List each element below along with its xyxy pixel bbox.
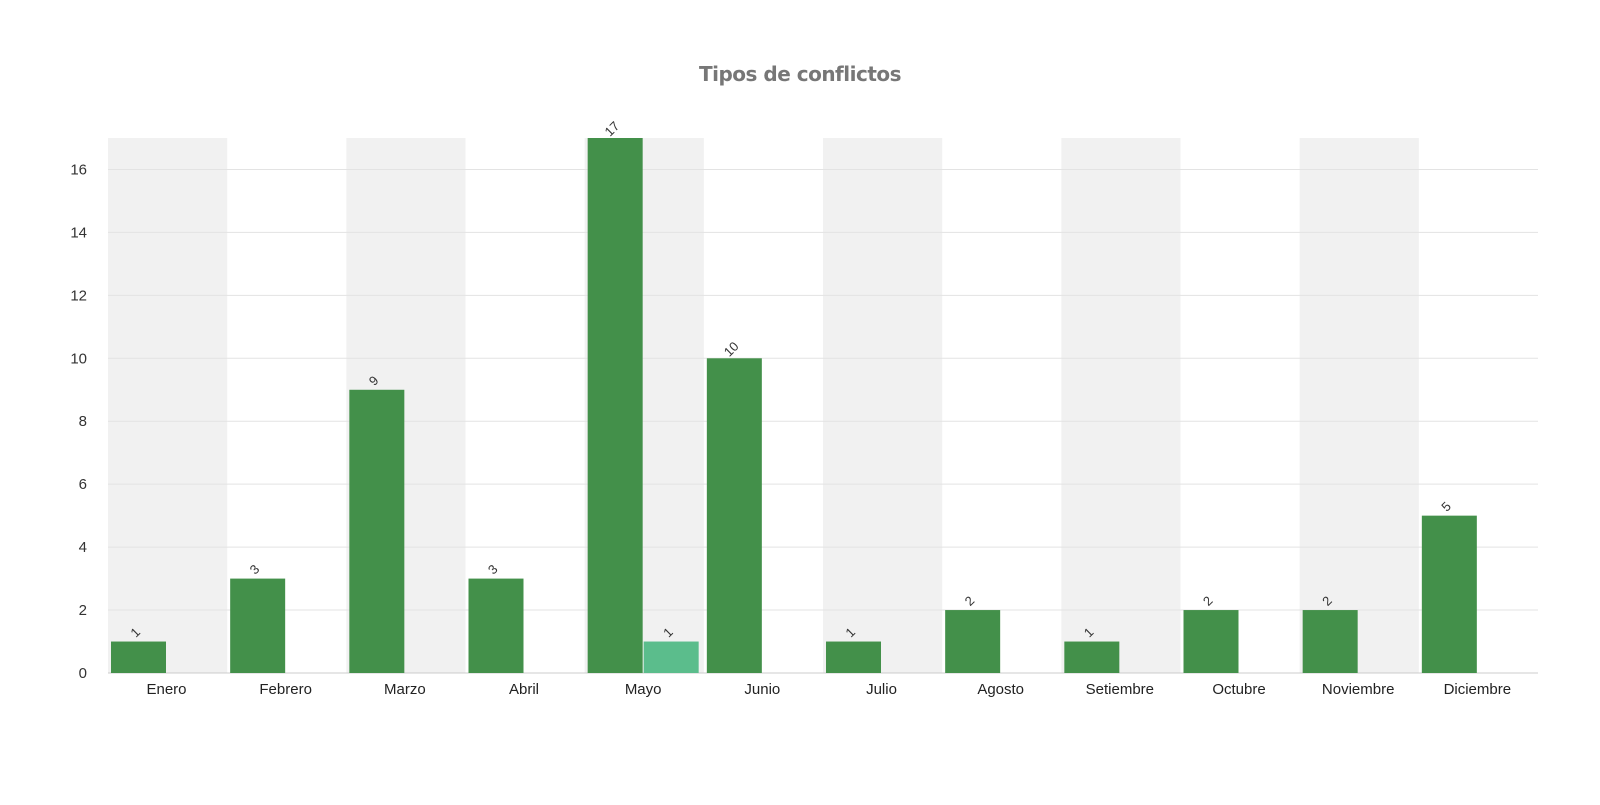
y-tick-label: 8 (79, 413, 87, 430)
bar[interactable] (468, 578, 524, 673)
bar[interactable] (706, 358, 762, 673)
bars (111, 138, 1477, 673)
category-band (1061, 138, 1181, 673)
x-tick-label: Mayo (625, 681, 662, 698)
y-tick-label: 14 (70, 224, 87, 241)
x-tick-label: Agosto (977, 681, 1024, 698)
bar[interactable] (643, 641, 699, 673)
bar[interactable] (1064, 641, 1120, 673)
bar[interactable] (1421, 515, 1477, 673)
x-tick-label: Abril (509, 681, 539, 698)
chart-title: Tipos de conflictos (698, 62, 902, 86)
bar[interactable] (230, 578, 286, 673)
x-tick-label: Febrero (259, 681, 312, 698)
x-tick-label: Enero (146, 681, 186, 698)
x-tick-label: Junio (744, 681, 780, 698)
y-axis: 0 2 4 6 8 10 12 14 16 (70, 161, 87, 682)
data-label: 3 (485, 562, 501, 578)
bar[interactable] (587, 138, 643, 673)
bar[interactable] (1183, 610, 1239, 673)
data-label: 5 (1438, 499, 1454, 515)
category-band (108, 138, 228, 673)
x-axis: Enero Febrero Marzo Abril Mayo Junio Julio Agos… (146, 681, 1511, 698)
category-bands (108, 138, 1419, 673)
category-band (1299, 138, 1419, 673)
x-tick-label: Julio (866, 681, 897, 698)
x-tick-label: Diciembre (1444, 681, 1512, 698)
category-band (823, 138, 943, 673)
bar[interactable] (1302, 610, 1358, 673)
data-label: 2 (962, 593, 978, 609)
bar[interactable] (826, 641, 881, 673)
y-tick-label: 2 (79, 602, 87, 619)
bar[interactable] (111, 641, 166, 673)
x-tick-label: Marzo (384, 681, 426, 698)
y-tick-label: 4 (79, 539, 87, 556)
data-label: 10 (721, 339, 742, 360)
y-tick-label: 10 (70, 350, 87, 367)
x-tick-label: Setiembre (1086, 681, 1154, 698)
gridlines (108, 168, 1538, 674)
y-tick-label: 0 (79, 665, 87, 682)
x-tick-label: Octubre (1212, 681, 1265, 698)
data-label: 17 (602, 118, 623, 139)
x-tick-label: Noviembre (1322, 681, 1395, 698)
data-label: 3 (247, 562, 263, 578)
data-label: 2 (1200, 593, 1216, 609)
y-tick-label: 16 (70, 161, 87, 178)
y-tick-label: 6 (79, 476, 87, 493)
bar[interactable] (349, 389, 405, 673)
bar[interactable] (945, 610, 1001, 673)
y-tick-label: 12 (70, 287, 87, 304)
